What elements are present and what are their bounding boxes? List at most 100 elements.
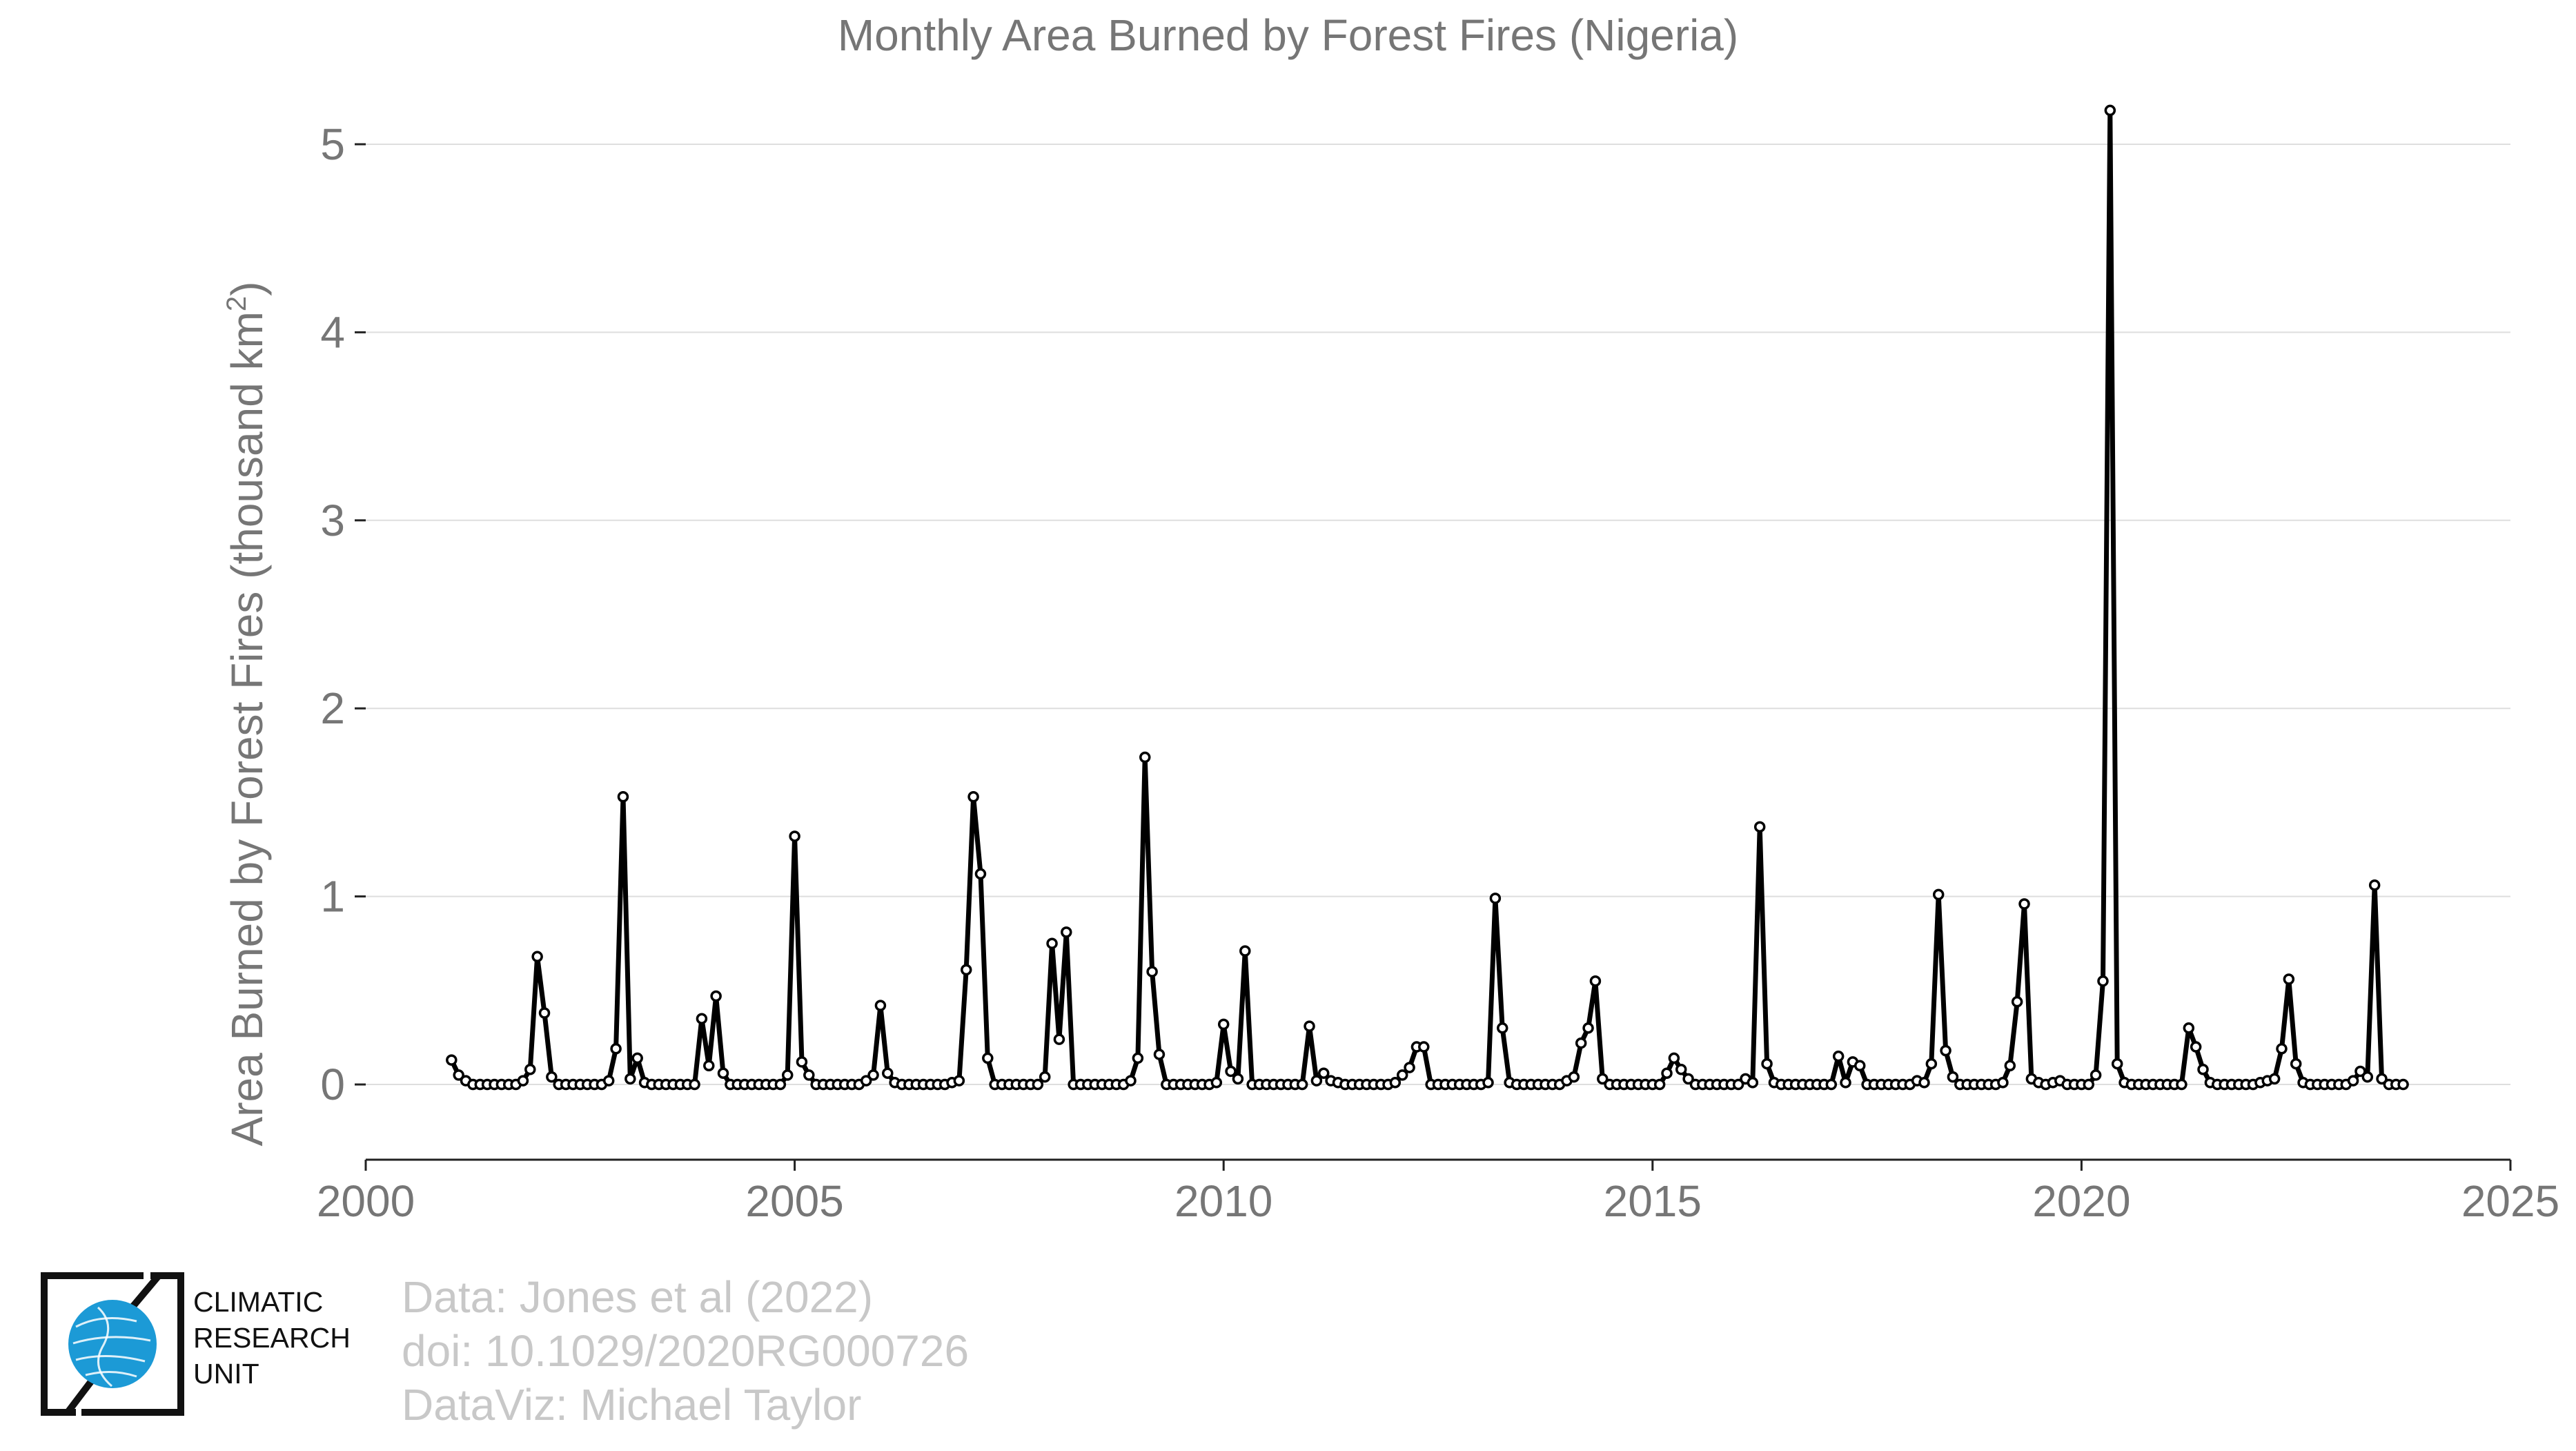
data-point-169 [1653, 1078, 1666, 1091]
data-point-83 [1039, 1071, 1051, 1083]
data-point-258 [2290, 1058, 2302, 1070]
x-tick-label-2000: 2000 [317, 1176, 415, 1226]
cru-globe-icon [41, 1272, 184, 1416]
data-point-0 [446, 1054, 458, 1066]
data-point-255 [2268, 1073, 2281, 1085]
data-point-11 [524, 1063, 536, 1075]
data-point-219 [2011, 995, 2023, 1008]
data-point-195 [1840, 1077, 1851, 1089]
cru-logo-text: CLIMATIC RESEARCH UNIT [193, 1284, 351, 1392]
data-point-233 [2111, 1058, 2123, 1070]
data-point-111 [1239, 945, 1251, 957]
data-point-270 [2376, 1073, 2388, 1085]
data-point-161 [1597, 1073, 1609, 1085]
data-point-119 [1296, 1078, 1308, 1091]
data-point-170 [1661, 1067, 1673, 1079]
data-point-34 [689, 1078, 700, 1091]
data-point-13 [538, 1007, 551, 1019]
y-tick-label-0: 0 [320, 1060, 345, 1109]
data-point-95 [1125, 1075, 1137, 1087]
data-point-86 [1061, 926, 1072, 938]
data-point-145 [1482, 1077, 1494, 1089]
data-point-36 [703, 1060, 715, 1072]
data-point-208 [1932, 888, 1945, 901]
x-tick-label-2025: 2025 [2461, 1176, 2559, 1226]
series-polyline [449, 108, 2403, 1087]
data-point-210 [1947, 1071, 1959, 1083]
data-point-159 [1582, 1022, 1594, 1034]
data-point-110 [1232, 1073, 1244, 1085]
data-point-160 [1589, 975, 1602, 987]
x-tick-label-2015: 2015 [1604, 1176, 1702, 1226]
data-point-121 [1310, 1075, 1323, 1087]
data-point-183 [1753, 821, 1766, 833]
data-point-24 [617, 790, 629, 803]
data-point-108 [1217, 1018, 1230, 1031]
data-point-122 [1317, 1067, 1330, 1079]
data-point-58 [860, 1075, 872, 1087]
data-point-59 [867, 1069, 879, 1081]
logo-line-3: UNIT [193, 1358, 259, 1390]
y-tick-label-2: 2 [320, 683, 345, 733]
logo-line-1: CLIMATIC [193, 1286, 324, 1318]
data-point-14 [546, 1071, 558, 1083]
data-point-207 [1925, 1058, 1938, 1070]
data-point-71 [953, 1075, 965, 1087]
y-tick-label-5: 5 [320, 119, 345, 169]
data-point-35 [696, 1013, 708, 1024]
data-point-209 [1940, 1044, 1951, 1057]
data-point-1 [453, 1069, 464, 1081]
data-point-82 [1032, 1078, 1044, 1091]
data-point-197 [1854, 1060, 1866, 1072]
x-tick-label-2020: 2020 [2032, 1176, 2130, 1226]
data-point-147 [1496, 1022, 1508, 1034]
data-point-232 [2104, 104, 2116, 117]
data-point-73 [967, 790, 979, 803]
y-axis-label: Area Burned by Forest Fires (thousand km… [222, 282, 272, 1147]
data-point-22 [602, 1075, 615, 1087]
data-point-12 [531, 951, 543, 963]
data-point-60 [874, 1000, 887, 1011]
y-tick-labels: 0 1 2 3 4 5 [320, 119, 366, 1109]
data-point-37 [710, 990, 722, 1002]
series-line [449, 108, 2403, 1087]
data-point-133 [1396, 1069, 1408, 1081]
x-axis: 2000 2005 2010 2015 2020 2025 [317, 1158, 2559, 1226]
data-point-47 [781, 1069, 794, 1081]
data-point-120 [1304, 1020, 1315, 1032]
data-point-182 [1747, 1077, 1759, 1089]
cru-logo: CLIMATIC RESEARCH UNIT [40, 1272, 364, 1416]
data-point-220 [2018, 898, 2030, 910]
data-point-245 [2197, 1063, 2209, 1075]
data-point-96 [1132, 1052, 1144, 1064]
logo-line-2: RESEARCH [193, 1322, 351, 1354]
gridlines [366, 143, 2510, 1086]
data-point-243 [2183, 1022, 2195, 1034]
data-point-172 [1675, 1063, 1687, 1075]
data-point-23 [610, 1043, 622, 1055]
data-credits: Data: Jones et al (2022) doi: 10.1029/20… [402, 1270, 969, 1432]
x-tick-label-2005: 2005 [745, 1176, 843, 1226]
data-point-242 [2176, 1078, 2187, 1091]
data-point-48 [789, 830, 800, 842]
data-point-109 [1225, 1065, 1237, 1078]
chart-title: Monthly Area Burned by Forest Fires (Nig… [837, 10, 1739, 60]
y-tick-label-1: 1 [320, 872, 345, 922]
data-point-98 [1146, 966, 1158, 977]
data-point-132 [1389, 1077, 1402, 1089]
credit-dataviz: DataViz: Michael Taylor [402, 1380, 862, 1430]
data-point-26 [631, 1052, 643, 1064]
data-point-50 [803, 1069, 815, 1081]
data-point-107 [1210, 1077, 1223, 1089]
series-markers [446, 104, 2409, 1091]
y-tick-label-4: 4 [320, 307, 345, 357]
data-point-206 [1918, 1077, 1930, 1089]
data-point-158 [1575, 1037, 1587, 1049]
x-tick-label-2010: 2010 [1174, 1176, 1272, 1226]
data-point-267 [2354, 1065, 2366, 1078]
data-point-273 [2397, 1078, 2409, 1091]
data-point-134 [1404, 1062, 1415, 1073]
data-point-268 [2361, 1071, 2374, 1083]
data-point-25 [625, 1073, 636, 1085]
